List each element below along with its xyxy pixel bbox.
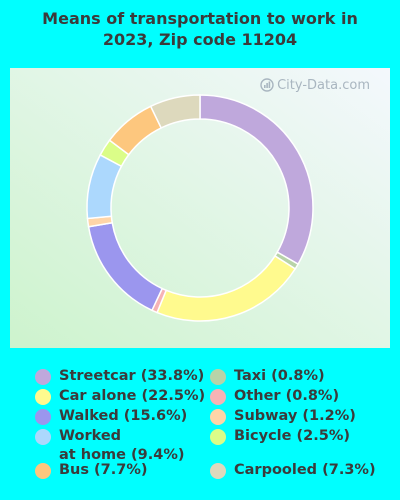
legend-item-walked: Walked (15.6%) [35,407,187,426]
legend-swatch [210,429,226,445]
legend-item-streetcar: Streetcar (33.8%) [35,367,204,386]
legend-label: Carpooled (7.3%) [234,462,376,478]
chart-title-line-2: 2023, Zip code 11204 [102,30,298,49]
legend-label: Other (0.8%) [234,388,340,404]
legend-swatch [35,429,51,445]
legend-swatch [210,389,226,405]
city-data-logo-icon [260,78,274,92]
chart-title-line-1: Means of transportation to work in [42,9,358,28]
legend-label: Taxi (0.8%) [234,368,325,384]
legend-label: Subway (1.2%) [234,408,356,424]
chart-panel: City-Data.com [10,68,390,348]
watermark: City-Data.com [260,76,370,94]
legend-item-carpooled: Carpooled (7.3%) [210,461,376,480]
legend-item-bicycle: Bicycle (2.5%) [210,427,350,446]
donut-slice-carpooled [149,94,201,129]
chart-title: Means of transportation to work in 2023,… [0,8,400,50]
legend: Streetcar (33.8%) Taxi (0.8%) Car alone (2… [0,360,400,490]
legend-label: Bicycle (2.5%) [234,428,350,444]
watermark-text: City-Data.com [277,77,370,93]
donut-chart [10,68,390,348]
legend-item-other: Other (0.8%) [210,387,339,406]
legend-swatch [35,389,51,405]
legend-swatch [210,463,226,479]
legend-item-taxi: Taxi (0.8%) [210,367,325,386]
legend-label: Walked (15.6%) [59,408,188,424]
legend-item-worked-at-home: Worked at home (9.4%) [35,427,185,465]
legend-item-car-alone: Car alone (22.5%) [35,387,205,406]
legend-swatch [35,369,51,385]
legend-label: Car alone (22.5%) [59,388,206,404]
legend-swatch [35,409,51,425]
legend-item-subway: Subway (1.2%) [210,407,356,426]
legend-swatch [35,463,51,479]
legend-item-bus: Bus (7.7%) [35,461,148,480]
legend-label: Worked at home (9.4%) [59,428,185,463]
legend-label: Streetcar (33.8%) [59,368,205,384]
legend-swatch [210,369,226,385]
legend-swatch [210,409,226,425]
legend-label: Bus (7.7%) [59,462,148,478]
donut-slices [86,94,314,322]
